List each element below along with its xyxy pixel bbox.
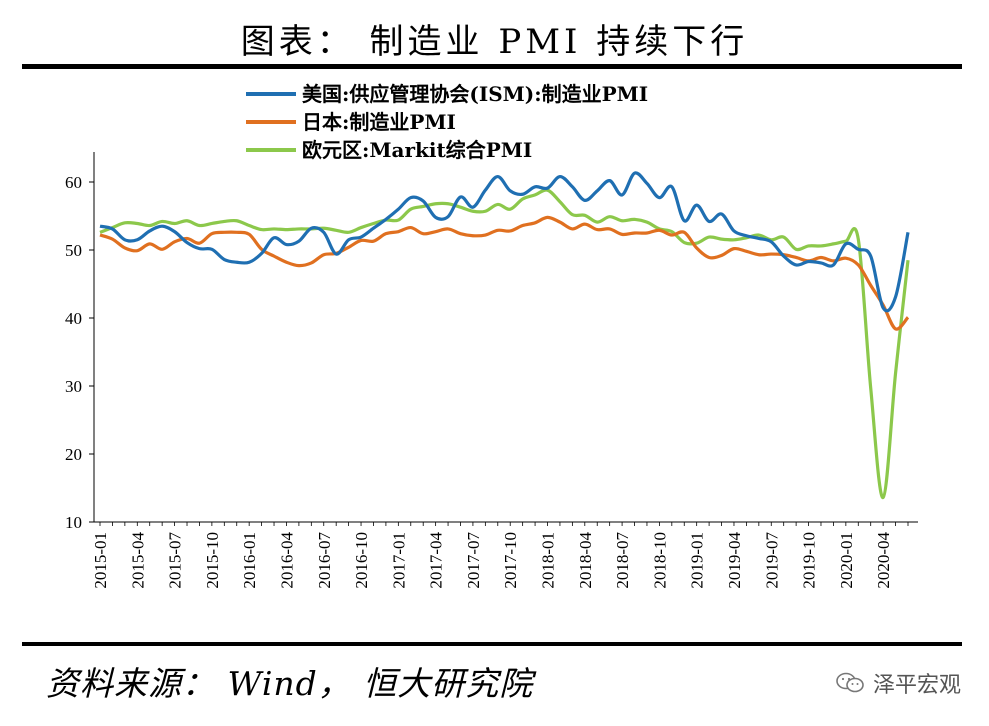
x-tick-label: 2019-07 (762, 532, 781, 589)
x-tick-label: 2015-04 (128, 532, 147, 589)
x-tick-label: 2016-10 (352, 532, 371, 589)
brand-mark: 泽平宏观 (835, 667, 961, 699)
x-tick-label: 2019-01 (688, 532, 707, 589)
x-tick-label: 2015-01 (91, 532, 110, 589)
legend-label: 日本:制造业PMI (302, 110, 456, 134)
x-tick-label: 2017-10 (501, 532, 520, 589)
y-tick-label: 40 (65, 309, 82, 328)
x-tick-label: 2018-07 (613, 532, 632, 589)
brand-name: 泽平宏观 (872, 673, 961, 698)
chart-axes: 10 20 30 40 50 60 2015-01 2015-04 2015-07 2015-10… (65, 152, 918, 589)
series-line (99, 171, 910, 313)
x-tick-label: 2016-04 (277, 532, 296, 589)
bottom-rule (22, 642, 962, 646)
x-tick-label: 2016-01 (240, 532, 259, 589)
series-line (99, 188, 910, 500)
x-tick-label: 2015-10 (203, 532, 222, 589)
y-tick-label: 30 (65, 377, 82, 396)
legend-label: 欧元区:Markit综合PMI (302, 138, 532, 162)
x-tick-label: 2017-07 (464, 532, 483, 589)
x-tick-label: 2019-04 (725, 532, 744, 589)
legend-label: 美国:供应管理协会(ISM):制造业PMI (302, 82, 648, 106)
x-tick-label: 2017-01 (389, 532, 408, 589)
x-tick-label: 2018-04 (576, 532, 595, 589)
line-chart: 10 20 30 40 50 60 2015-01 2015-04 2015-07 2015-10… (65, 82, 918, 589)
x-tick-label: 2018-10 (650, 532, 669, 589)
x-tick-label: 2015-07 (166, 532, 185, 589)
y-tick-label: 20 (65, 445, 82, 464)
x-tick-label: 2017-04 (427, 532, 446, 589)
wechat-icon (836, 672, 864, 693)
x-tick-label: 2018-01 (539, 532, 558, 589)
x-tick-label: 2016-07 (315, 532, 334, 589)
y-tick-label: 50 (65, 241, 82, 260)
legend: 美国:供应管理协会(ISM):制造业PMI 日本:制造业PMI 欧元区:Markit… (246, 82, 648, 162)
y-tick-label: 60 (65, 173, 82, 192)
series-layer (99, 171, 910, 500)
top-rule (22, 64, 962, 69)
page-title: 图表： 制造业 PMI 持续下行 (240, 22, 749, 62)
series-line (99, 215, 910, 331)
y-tick-label: 10 (65, 513, 82, 532)
x-tick-label: 2020-01 (837, 532, 856, 589)
x-tick-label: 2020-04 (874, 532, 893, 589)
source-note: 资料来源： Wind， 恒大研究院 (46, 664, 534, 703)
x-tick-label: 2019-10 (800, 532, 819, 589)
